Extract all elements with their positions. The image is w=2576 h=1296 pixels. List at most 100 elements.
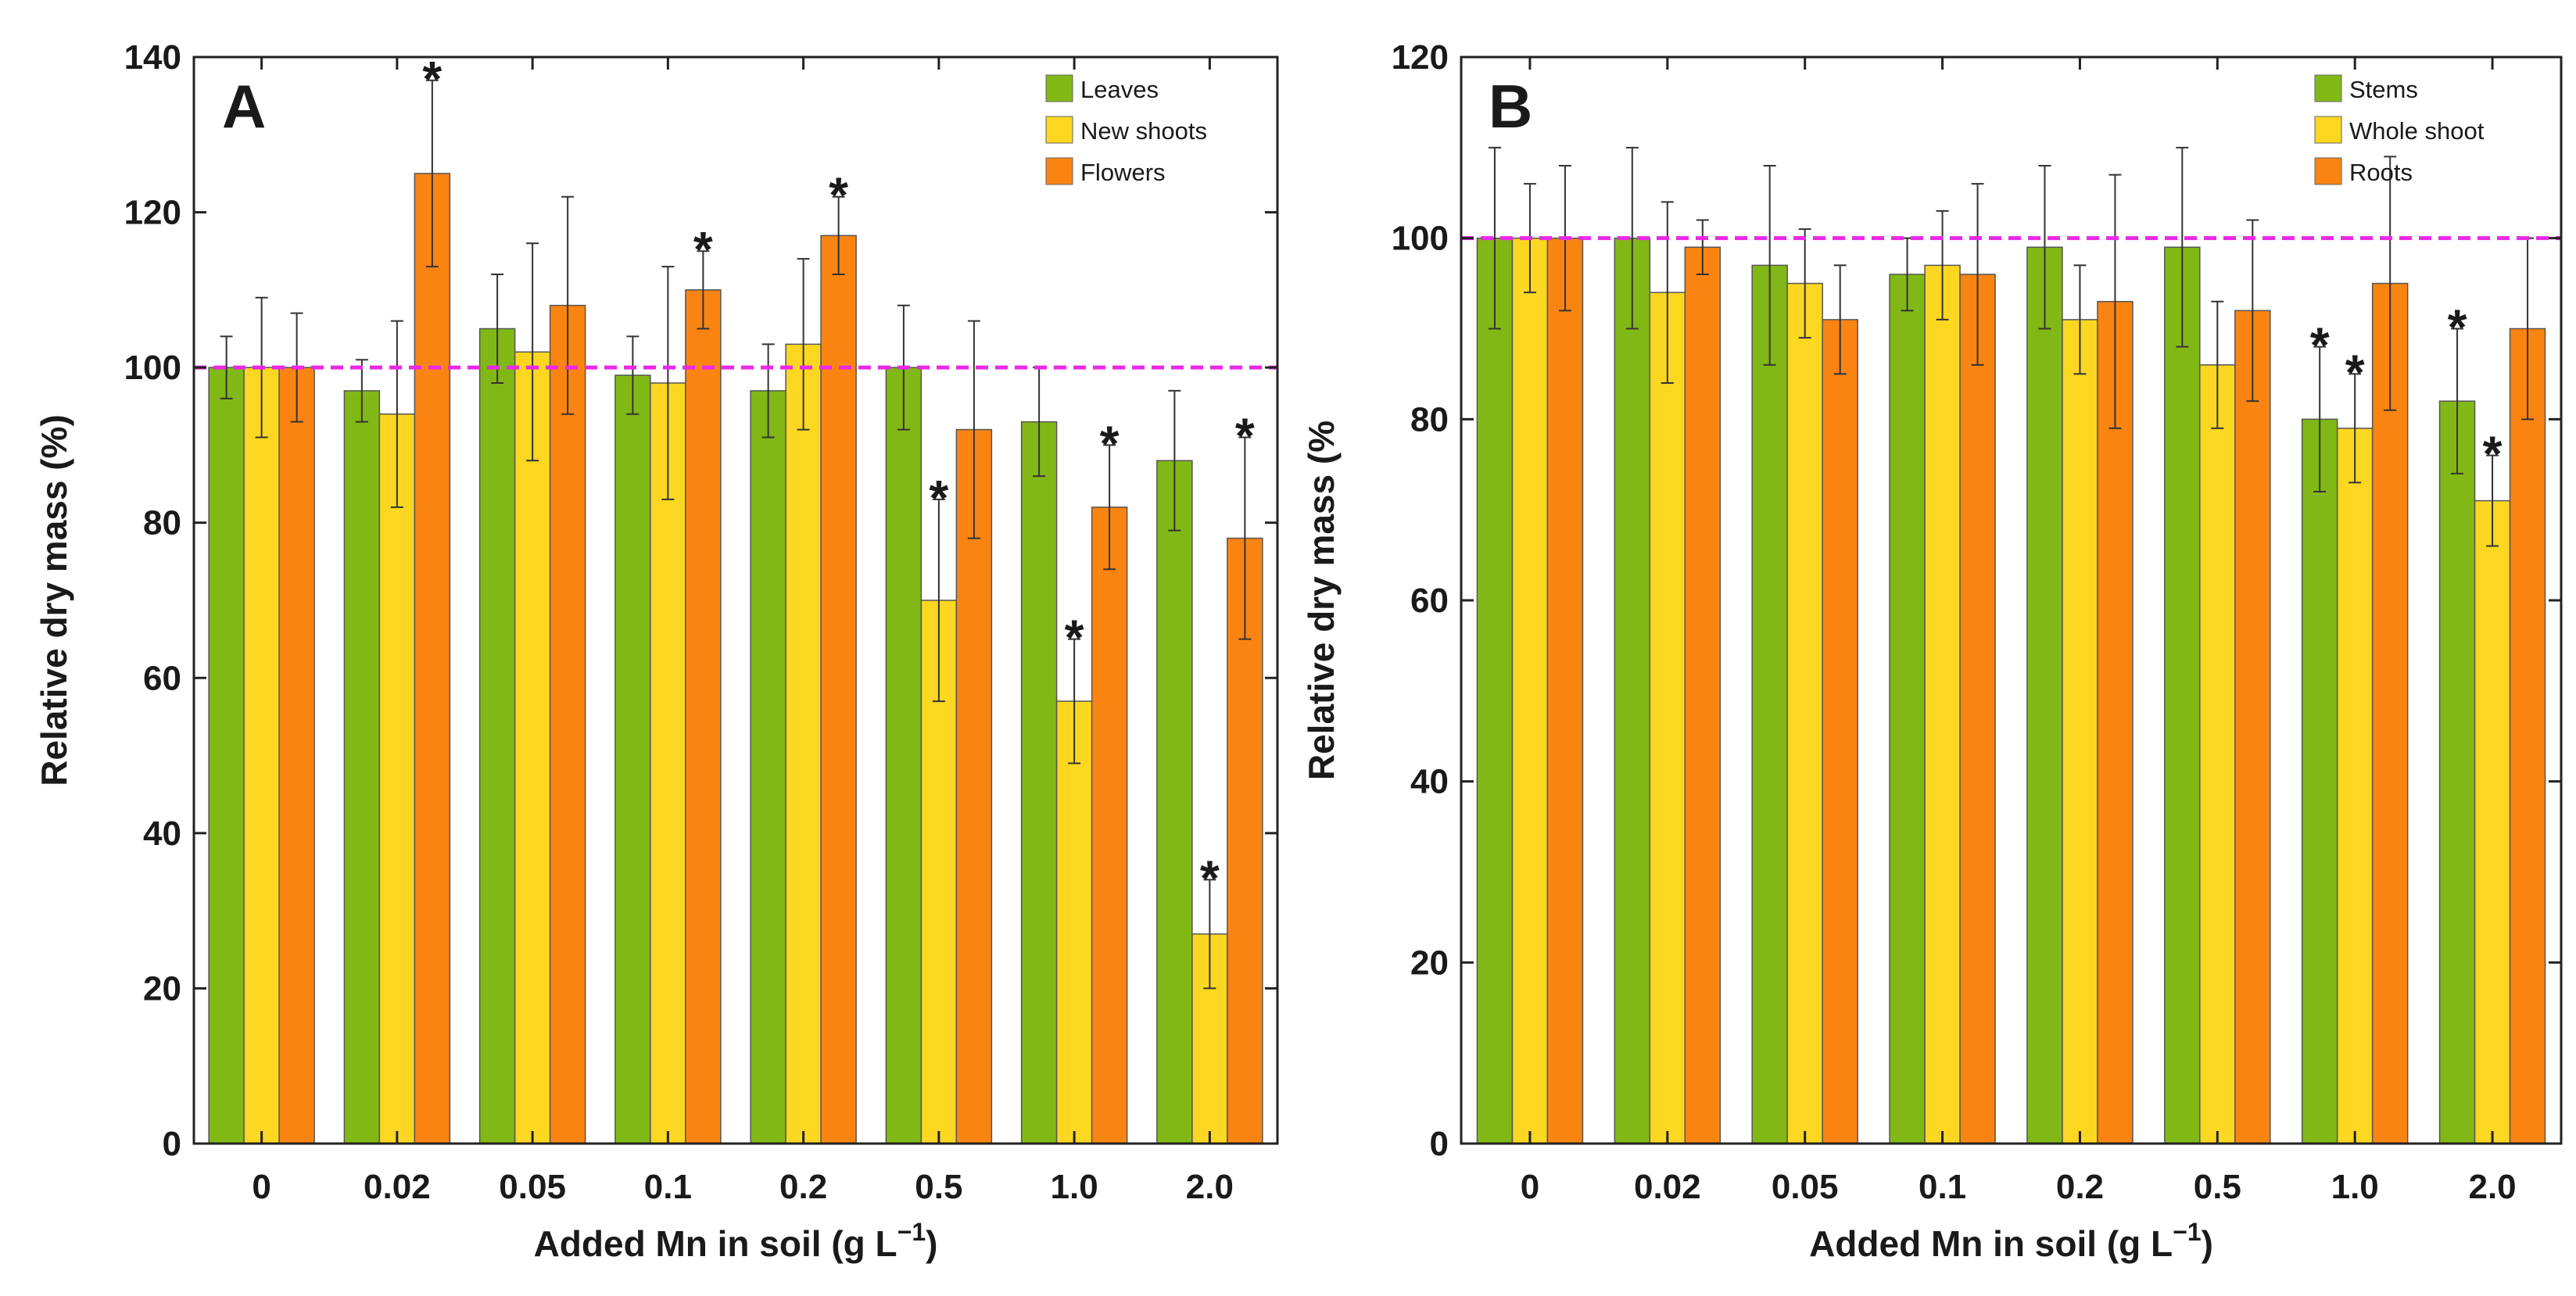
x-tick-label: 0.5 xyxy=(915,1168,962,1206)
x-tick-label: 0.5 xyxy=(2194,1168,2241,1206)
x-axis-title-main: Added Mn in soil (g L xyxy=(534,1223,897,1264)
bar-stems xyxy=(2301,418,2338,1144)
significance-star: * xyxy=(1200,850,1220,906)
significance-star: * xyxy=(2483,426,2503,482)
chart-panel-b: * * * * 0 20 40 60 80 100 120 0 0.02 0.05 0.1 0.2 0.5 1.0… xyxy=(1301,38,2563,1264)
bar-new-shoots xyxy=(785,343,822,1144)
x-tick-label: 0 xyxy=(1521,1168,1539,1206)
significance-star: * xyxy=(693,221,713,277)
bar-leaves xyxy=(1156,460,1193,1144)
bar-stems xyxy=(2164,246,2201,1144)
y-tick-label: 120 xyxy=(1392,38,1449,77)
bar-leaves xyxy=(750,390,786,1144)
bar-whole-shoot xyxy=(1924,264,1961,1144)
significance-star: * xyxy=(1065,610,1084,666)
significance-star: * xyxy=(1100,415,1120,471)
bar-roots xyxy=(2234,310,2271,1144)
legend-swatch-roots xyxy=(2314,157,2342,185)
legend-label: Leaves xyxy=(1080,76,1159,103)
x-tick-label: 1.0 xyxy=(2331,1168,2379,1206)
y-axis-title: Relative dry mass (% xyxy=(1301,421,1342,780)
bar-new-shoots xyxy=(514,351,551,1144)
y-tick-label: 100 xyxy=(124,349,181,387)
bar-leaves xyxy=(208,367,245,1144)
significance-star: * xyxy=(929,470,948,526)
y-tick-label: 0 xyxy=(163,1125,181,1163)
x-tick-label: 2.0 xyxy=(1186,1168,1234,1206)
significance-star: * xyxy=(2345,344,2365,400)
bar-roots xyxy=(2371,282,2409,1144)
x-axis-title-superscript: −1 xyxy=(897,1218,926,1246)
bar-stems xyxy=(2438,400,2476,1144)
bar-flowers xyxy=(685,289,722,1144)
panel-label: A xyxy=(222,72,266,141)
y-tick-label: 40 xyxy=(143,814,181,853)
bar-whole-shoot xyxy=(2336,428,2374,1144)
x-axis-title-suffix: ) xyxy=(2202,1223,2213,1264)
bar-flowers xyxy=(820,234,857,1144)
bar-stems xyxy=(1614,237,1651,1144)
bar-roots xyxy=(1959,274,1996,1144)
y-tick-label: 60 xyxy=(1410,582,1449,620)
x-tick-label: 0.02 xyxy=(1634,1168,1701,1206)
significance-star: * xyxy=(829,167,848,224)
legend-swatch-whole-shoot xyxy=(2314,116,2342,144)
x-tick-label: 2.0 xyxy=(2468,1168,2516,1206)
legend-label: Roots xyxy=(2349,159,2413,186)
chart-panel-a: * * * * * * * * 0 20 40 60 80 100 120 140 0 0.02 0.05 0.1 0.… xyxy=(34,38,1279,1264)
bar-leaves xyxy=(885,367,923,1144)
bar-flowers xyxy=(955,428,993,1144)
bar-whole-shoot xyxy=(1511,237,1549,1144)
bar-flowers xyxy=(1091,507,1128,1144)
x-axis-title: Added Mn in soil (g L−1) xyxy=(1809,1218,2213,1264)
bar-roots xyxy=(2509,328,2546,1144)
bar-new-shoots xyxy=(243,367,280,1144)
legend-swatch-flowers xyxy=(1045,157,1073,185)
legend-swatch-stems xyxy=(2314,74,2342,102)
x-axis-title-main: Added Mn in soil (g L xyxy=(1809,1223,2173,1264)
y-tick-label: 20 xyxy=(143,969,181,1008)
legend-swatch-leaves xyxy=(1045,74,1073,102)
bar-roots xyxy=(1684,246,1722,1144)
legend-label: Stems xyxy=(2349,76,2418,103)
y-tick-label: 40 xyxy=(1410,763,1449,801)
panel-label: B xyxy=(1489,72,1532,141)
legend-label: Whole shoot xyxy=(2349,117,2485,145)
y-tick-label: 100 xyxy=(1392,220,1449,258)
legend-label: New shoots xyxy=(1080,117,1207,145)
significance-star: * xyxy=(1235,408,1255,464)
x-tick-label: 1.0 xyxy=(1051,1168,1098,1206)
y-tick-label: 80 xyxy=(1410,400,1449,439)
bar-roots xyxy=(2097,301,2134,1144)
bar-stems xyxy=(1751,264,1788,1144)
bar-leaves xyxy=(614,374,651,1144)
significance-star: * xyxy=(422,51,442,107)
significance-star: * xyxy=(2310,317,2330,374)
x-axis-title: Added Mn in soil (g L−1) xyxy=(534,1218,938,1264)
bar-new-shoots xyxy=(1055,700,1093,1144)
bar-whole-shoot xyxy=(2062,319,2098,1144)
x-tick-label: 0.2 xyxy=(779,1168,827,1206)
bar-stems xyxy=(1476,237,1514,1144)
bar-leaves xyxy=(1020,421,1058,1144)
x-tick-label: 0.05 xyxy=(499,1168,566,1206)
significance-star: * xyxy=(2448,299,2467,356)
bar-stems xyxy=(1889,274,1926,1144)
bar-flowers xyxy=(414,173,451,1144)
y-tick-label: 0 xyxy=(1430,1125,1449,1163)
bar-whole-shoot xyxy=(2474,499,2511,1144)
legend-swatch-new-shoots xyxy=(1045,116,1073,144)
x-axis-title-superscript: −1 xyxy=(2173,1218,2201,1246)
y-tick-label: 140 xyxy=(124,38,181,77)
x-axis-title-suffix: ) xyxy=(926,1223,937,1264)
plot-frame xyxy=(192,55,1279,1145)
legend-label: Flowers xyxy=(1080,159,1166,186)
bar-whole-shoot xyxy=(1649,292,1686,1144)
bar-roots xyxy=(1822,319,1858,1144)
bar-stems xyxy=(2026,246,2063,1144)
bar-leaves xyxy=(478,328,516,1144)
bar-roots xyxy=(1546,237,1584,1144)
bar-flowers xyxy=(278,367,315,1144)
